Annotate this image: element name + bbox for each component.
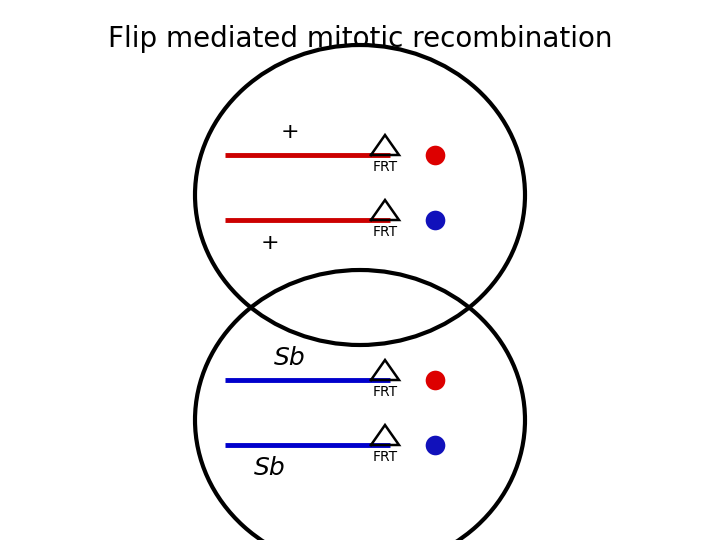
Text: FRT: FRT [372, 385, 397, 399]
Point [429, 441, 441, 449]
Text: Sb: Sb [254, 456, 286, 480]
Point [429, 215, 441, 224]
Point [429, 151, 441, 159]
Text: Sb: Sb [274, 346, 306, 370]
Text: +: + [261, 233, 279, 253]
Text: FRT: FRT [372, 225, 397, 239]
Text: +: + [281, 122, 300, 142]
Text: FRT: FRT [372, 160, 397, 174]
Point [429, 376, 441, 384]
Text: Flip mediated mitotic recombination: Flip mediated mitotic recombination [108, 25, 612, 53]
Text: FRT: FRT [372, 450, 397, 464]
